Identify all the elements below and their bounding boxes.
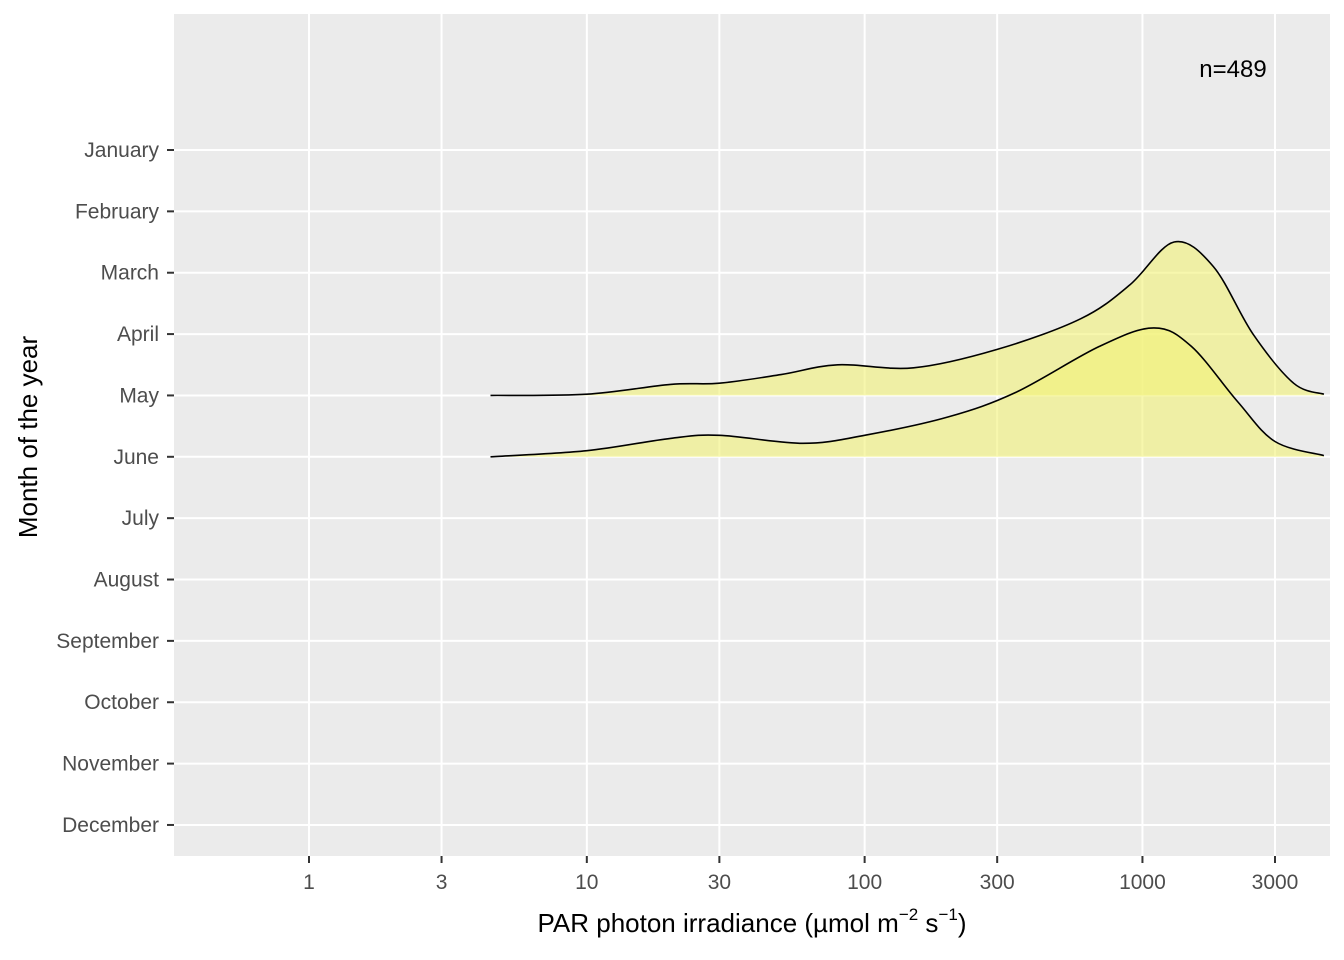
x-axis: 1 3 10 30 100 300 1000 3000 [303,856,1298,894]
y-tick-label: September [56,630,159,653]
x-axis-title-main: PAR photon irradiance ( [537,908,813,938]
y-tick-label: April [117,323,159,346]
x-tick-label: 1 [303,871,315,894]
x-tick-label: 300 [980,871,1015,894]
y-axis: January February March April May June July Augu… [56,139,174,837]
x-axis-title: PAR photon irradiance (µmol m−2 s−1) [537,905,966,938]
x-tick-label: 30 [708,871,731,894]
y-tick-label: March [101,262,159,285]
density-fill-june [490,327,1324,457]
density-ridges [490,240,1325,458]
y-tick-label: August [94,569,160,592]
y-tick-label: January [84,139,159,162]
x-axis-title-exp2: −1 [938,905,957,924]
sample-size-annotation: n=489 [1199,56,1266,83]
grid-lines [174,14,1330,856]
y-tick-label: October [84,691,159,714]
x-tick-label: 3000 [1252,871,1299,894]
y-axis-title: Month of the year [13,335,43,538]
y-tick-label: February [75,200,160,223]
x-axis-title-close: ) [958,908,967,938]
x-axis-title-s: s [918,908,938,938]
x-tick-label: 3 [436,871,448,894]
x-tick-label: 100 [847,871,882,894]
y-tick-label: November [62,753,159,776]
y-tick-label: December [62,814,159,837]
density-line-may [490,240,1325,397]
y-tick-label: July [122,507,160,530]
x-tick-label: 10 [575,871,598,894]
x-tick-label: 1000 [1119,871,1166,894]
y-tick-label: May [119,384,159,407]
y-tick-label: June [113,446,159,469]
x-axis-title-unit: µmol m [813,908,899,938]
density-line-june [490,327,1325,458]
x-axis-title-exp1: −2 [899,905,918,924]
